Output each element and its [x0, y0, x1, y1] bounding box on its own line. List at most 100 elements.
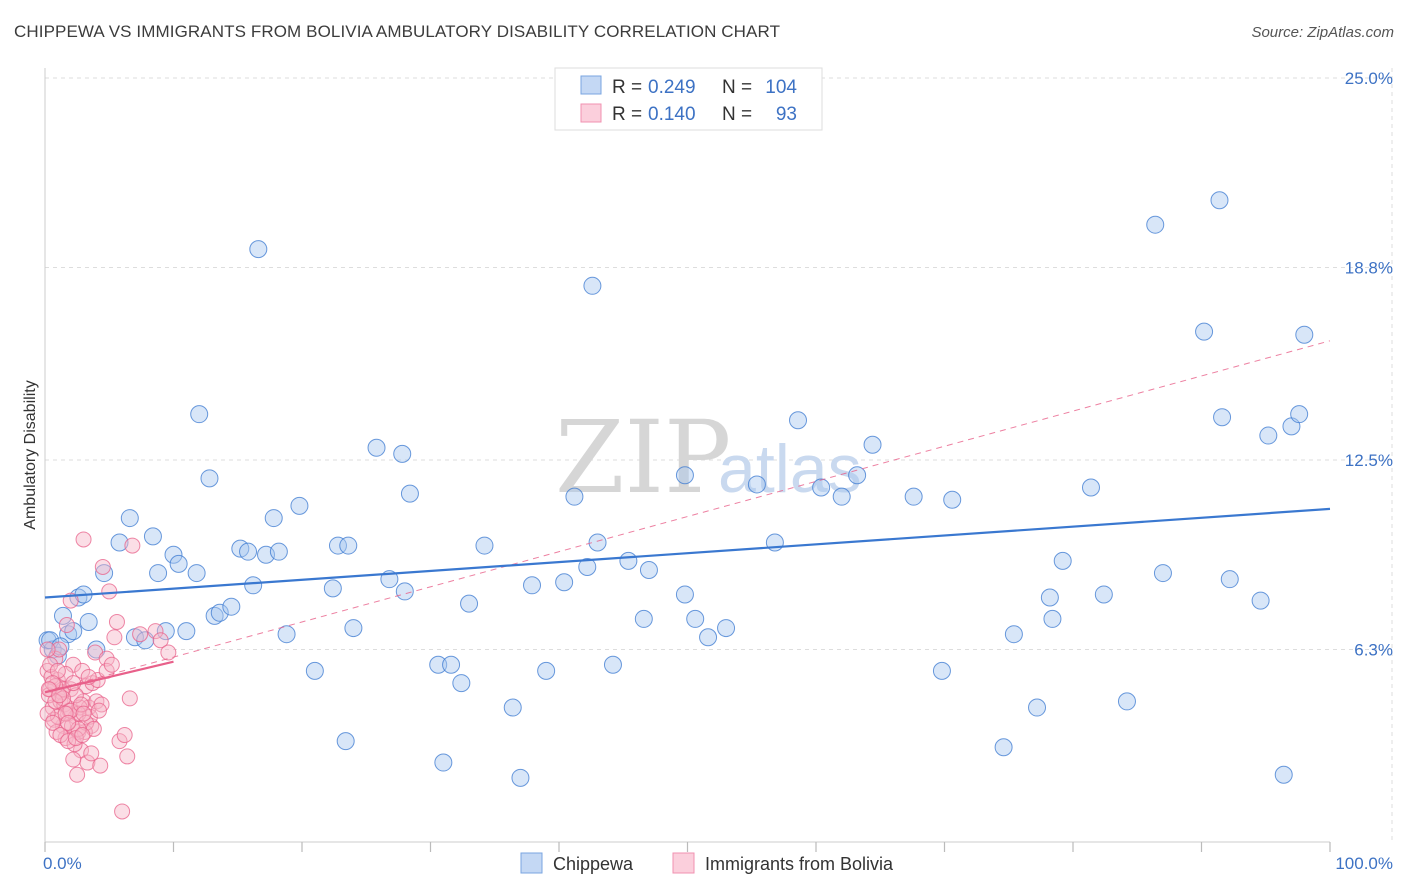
x-tick-label: 100.0%	[1335, 854, 1393, 873]
chippewa-point	[634, 609, 653, 628]
bolivia-point	[49, 662, 66, 679]
chippewa-point	[393, 444, 412, 463]
chart-title: CHIPPEWA VS IMMIGRANTS FROM BOLIVIA AMBU…	[14, 22, 781, 41]
chippewa-point	[169, 554, 188, 573]
chippewa-point	[205, 606, 224, 625]
bolivia-point	[60, 714, 77, 731]
legend-r-label-1: R =	[612, 77, 642, 98]
bolivia-point	[75, 705, 92, 722]
legend-r-value-2: 0.140	[648, 104, 696, 125]
chippewa-point	[222, 597, 241, 616]
chippewa-point	[244, 576, 263, 595]
chippewa-point	[290, 496, 309, 515]
chippewa-point	[1251, 591, 1270, 610]
bolivia-point	[114, 803, 131, 820]
x-tick-labels: 0.0% 100.0%	[43, 854, 1393, 873]
chippewa-point	[588, 533, 607, 552]
bolivia-point	[119, 748, 136, 765]
chippewa-point	[1210, 191, 1229, 210]
chippewa-point	[511, 768, 530, 787]
chippewa-point	[717, 619, 736, 638]
chippewa-point	[1053, 551, 1072, 570]
legend-r-label-2: R =	[612, 104, 642, 125]
chippewa-point	[277, 625, 296, 644]
chippewa-point	[164, 545, 183, 564]
bolivia-point	[152, 632, 169, 649]
chippewa-point	[1295, 325, 1314, 344]
chippewa-points	[38, 191, 1314, 787]
chippewa-point	[339, 536, 358, 555]
chippewa-point	[932, 661, 951, 680]
chippewa-point	[1195, 322, 1214, 341]
bolivia-point	[88, 693, 105, 710]
bolivia-point	[72, 696, 89, 713]
bolivia-point	[124, 537, 141, 554]
y-tick-labels: 6.3% 12.5% 18.8% 25.0%	[1345, 69, 1393, 659]
chippewa-point	[1213, 408, 1232, 427]
bolivia-point	[54, 717, 71, 734]
bottom-legend-chippewa: Chippewa	[553, 854, 634, 874]
chippewa-point	[429, 655, 448, 674]
source-label: Source: ZipAtlas.com	[1251, 24, 1394, 41]
chippewa-point	[95, 564, 114, 583]
watermark: ZIP atlas	[555, 399, 862, 516]
chippewa-point	[848, 466, 867, 485]
bolivia-point	[108, 613, 125, 630]
chippewa-point	[619, 551, 638, 570]
chippewa-point	[1117, 692, 1136, 711]
bolivia-point	[103, 656, 120, 673]
bolivia-point	[94, 558, 111, 575]
chippewa-point	[475, 536, 494, 555]
bolivia-point	[62, 702, 79, 719]
chippewa-point	[367, 438, 386, 457]
chippewa-point	[639, 561, 658, 580]
bottom-legend-bolivia: Immigrants from Bolivia	[705, 854, 894, 874]
chippewa-point	[789, 411, 808, 430]
legend-n-value-2: 93	[776, 104, 797, 125]
y-tick-label: 6.3%	[1354, 640, 1393, 659]
chippewa-point	[1094, 585, 1113, 604]
chippewa-point	[1146, 215, 1165, 234]
chippewa-point	[64, 622, 83, 641]
chippewa-point	[452, 674, 471, 693]
bolivia-point	[67, 687, 84, 704]
chippewa-point	[239, 542, 258, 561]
chippewa-point	[110, 533, 129, 552]
chippewa-point	[863, 435, 882, 454]
chippewa-point	[200, 469, 219, 488]
bolivia-point	[69, 766, 86, 783]
bolivia-point	[58, 617, 75, 634]
chippewa-point	[460, 594, 479, 613]
chippewa-point	[264, 509, 283, 528]
chippewa-point	[565, 487, 584, 506]
chippewa-point	[187, 564, 206, 583]
chippewa-point	[177, 622, 196, 641]
bottom-legend-swatch-chippewa	[520, 852, 543, 874]
bolivia-trend-line	[44, 660, 174, 694]
bolivia-point	[39, 705, 56, 722]
chippewa-point	[1153, 564, 1172, 583]
chippewa-point	[583, 276, 602, 295]
chippewa-point	[578, 557, 597, 576]
chippewa-point	[1259, 426, 1278, 445]
chippewa-point	[1220, 570, 1239, 589]
grid-lines	[45, 77, 1392, 650]
chippewa-point	[832, 487, 851, 506]
bolivia-point	[57, 705, 74, 722]
chippewa-point	[537, 661, 556, 680]
bolivia-point	[51, 641, 68, 658]
chippewa-point	[904, 487, 923, 506]
chippewa-point	[328, 536, 347, 555]
y-tick-label: 25.0%	[1345, 69, 1393, 88]
chippewa-point	[603, 655, 622, 674]
chippewa-point	[323, 579, 342, 598]
chippewa-point	[1028, 698, 1047, 717]
bolivia-point	[74, 727, 91, 744]
chippewa-point	[269, 542, 288, 561]
chippewa-point	[434, 753, 453, 772]
x-tick-label: 0.0%	[43, 854, 82, 873]
bolivia-point	[160, 644, 177, 661]
chippewa-point	[210, 603, 229, 622]
axes	[44, 68, 1393, 852]
chippewa-point	[149, 564, 168, 583]
